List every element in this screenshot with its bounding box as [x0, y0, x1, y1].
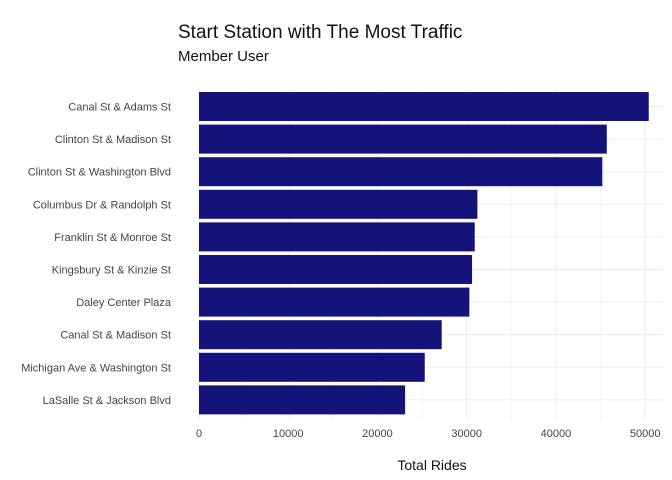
x-axis-title: Total Rides	[397, 457, 466, 473]
x-tick-label: 20000	[362, 428, 393, 440]
y-tick-label: Daley Center Plaza	[76, 297, 172, 309]
bar	[199, 352, 425, 382]
bar	[199, 320, 442, 350]
bar	[199, 222, 475, 252]
bar	[199, 157, 603, 187]
y-tick-label: LaSalle St & Jackson Blvd	[43, 395, 171, 407]
bar	[199, 255, 473, 284]
chart-subtitle: Member User	[178, 48, 269, 65]
x-tick-label: 40000	[541, 428, 572, 440]
bars	[199, 92, 649, 415]
bar	[199, 287, 470, 317]
x-tick-label: 10000	[273, 428, 304, 440]
bar	[199, 92, 649, 121]
bar	[199, 124, 607, 154]
y-tick-label: Canal St & Madison St	[60, 330, 171, 342]
y-tick-label: Clinton St & Madison St	[55, 134, 171, 146]
chart-title: Start Station with The Most Traffic	[178, 22, 463, 43]
y-tick-label: Canal St & Adams St	[68, 102, 171, 114]
x-tick-label: 50000	[630, 428, 661, 440]
y-tick-label: Clinton St & Washington Blvd	[28, 167, 171, 179]
bar	[199, 189, 478, 219]
x-tick-label: 0	[196, 428, 202, 440]
y-tick-label: Franklin St & Monroe St	[54, 232, 171, 244]
y-tick-label: Columbus Dr & Randolph St	[33, 199, 171, 211]
y-tick-label: Michigan Ave & Washington St	[21, 362, 171, 374]
y-tick-label: Kingsbury St & Kinzie St	[52, 265, 171, 277]
x-axis-labels: 0 10000 20000 30000 40000 50000	[196, 428, 661, 440]
x-tick-label: 30000	[451, 428, 482, 440]
bar	[199, 385, 406, 415]
y-axis-labels: Canal St & Adams St Clinton St & Madison …	[21, 102, 172, 407]
